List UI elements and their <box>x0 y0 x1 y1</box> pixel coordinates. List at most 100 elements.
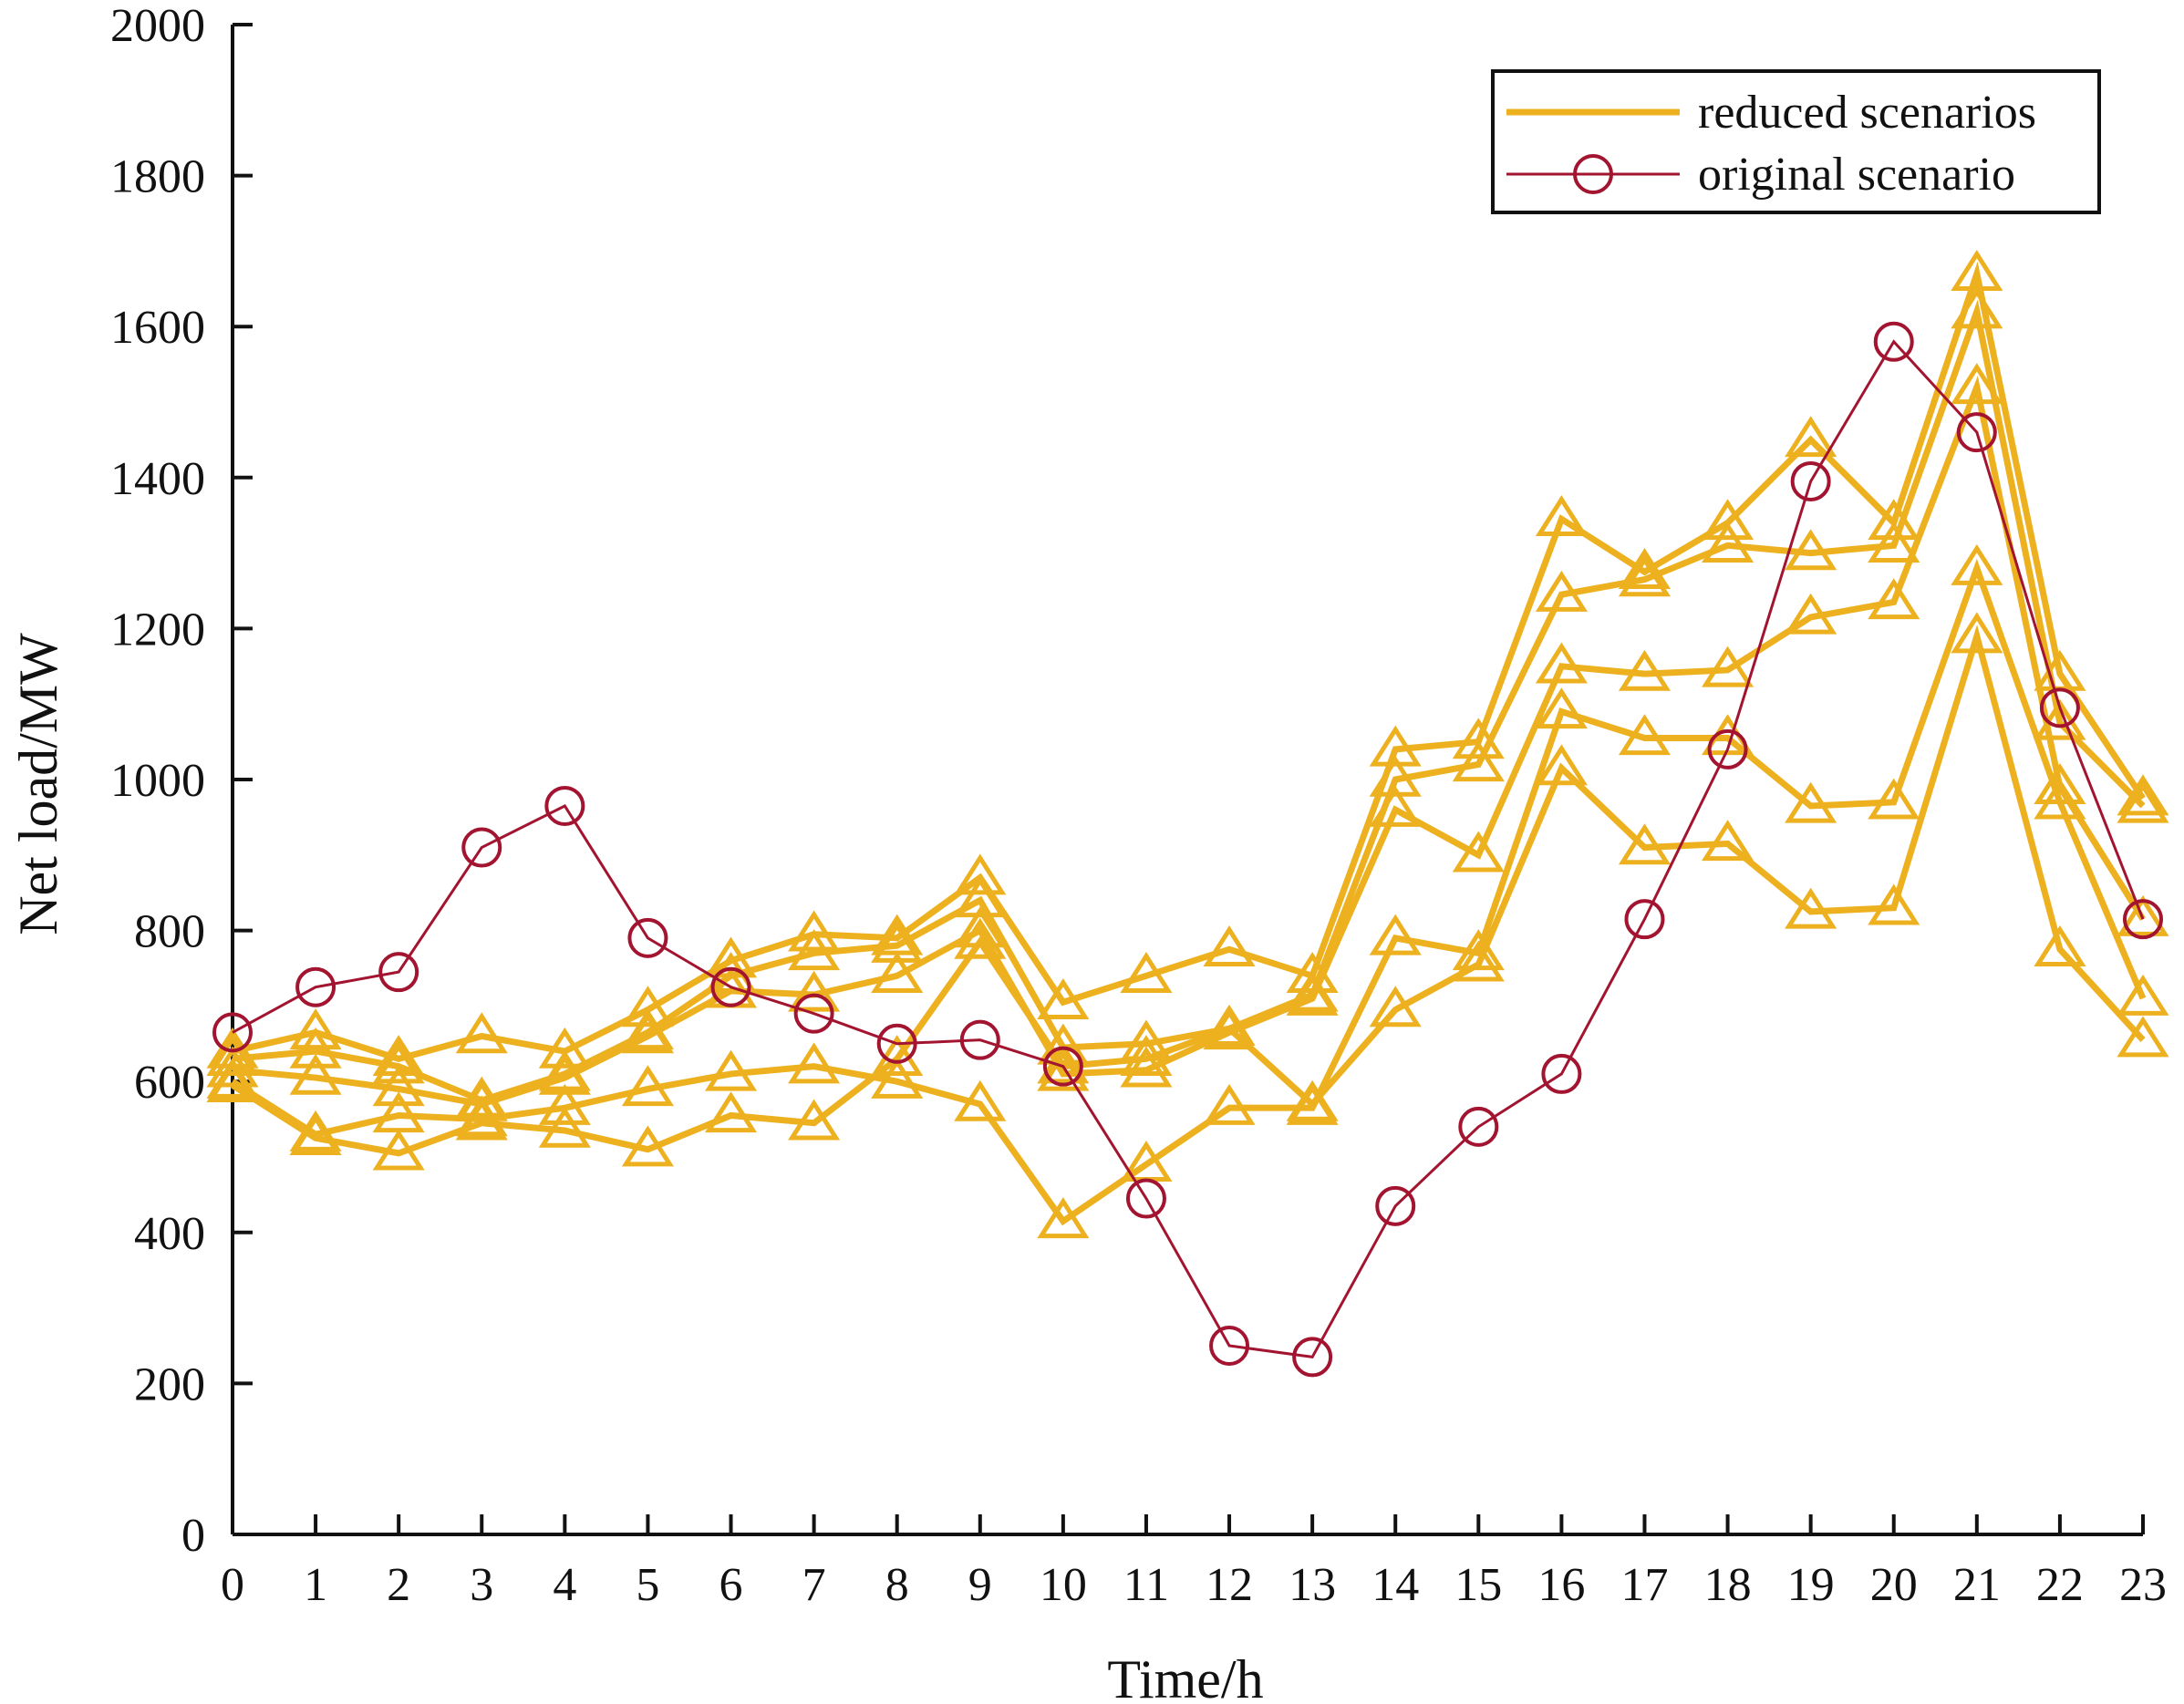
reduced-scenario-point <box>1369 986 1422 1028</box>
reduced-scenario-point <box>621 1125 674 1167</box>
reduced-scenario-point <box>289 1053 342 1095</box>
reduced-scenario-point <box>1535 570 1588 612</box>
x-tick-label: 7 <box>802 1559 826 1611</box>
reduced-scenario-point <box>1702 820 1754 862</box>
reduced-scenario-point <box>372 1129 425 1171</box>
original-scenario-point <box>2123 899 2163 940</box>
reduced-scenario-point <box>1868 883 1920 925</box>
reduced-scenario-point <box>954 1079 1007 1121</box>
y-tick-label: 2000 <box>110 0 205 52</box>
original-scenario-point <box>959 1019 1000 1060</box>
reduced-scenario-point <box>1120 1046 1173 1088</box>
reduced-scenario-point <box>372 1065 425 1107</box>
reduced-scenario-point <box>1618 548 1672 589</box>
reduced-scenario-point <box>1951 287 2003 329</box>
reduced-scenario-point <box>788 1042 841 1084</box>
reduced-scenario-point <box>1203 925 1256 966</box>
original-scenario-point <box>1624 899 1665 940</box>
reduced-scenario-point <box>372 1035 425 1077</box>
reduced-scenario-point <box>1369 785 1422 827</box>
reduced-scenario-point <box>1951 612 2003 654</box>
reduced-scenario-point <box>2117 974 2169 1016</box>
x-tick-label: 1 <box>304 1559 327 1611</box>
reduced-scenario-point <box>1120 952 1173 993</box>
reduced-scenario-point <box>1785 781 1837 823</box>
reduced-scenario-point <box>1120 1035 1173 1077</box>
reduced-scenario-point <box>1535 495 1588 537</box>
reduced-scenario-point <box>621 1012 674 1054</box>
y-axis-title: Net load/MW <box>8 633 68 935</box>
y-tick-label: 1600 <box>110 302 205 354</box>
reduced-scenario-point <box>1618 555 1672 597</box>
legend-label-original: original scenario <box>1698 149 2015 201</box>
reduced-scenario-point <box>1535 687 1588 729</box>
x-tick-label: 18 <box>1704 1559 1752 1611</box>
x-tick-label: 10 <box>1040 1559 1087 1611</box>
reduced-scenario-point <box>1452 740 1505 782</box>
reduced-scenario-point <box>455 1012 508 1054</box>
x-tick-label: 8 <box>885 1559 909 1611</box>
y-tick-label: 1200 <box>110 604 205 656</box>
x-tick-label: 21 <box>1953 1559 2001 1611</box>
original-scenario-point <box>1292 1337 1333 1378</box>
reduced-scenario-point <box>1618 649 1672 691</box>
reduced-scenario-point <box>1785 416 1837 458</box>
reduced-scenario-point <box>538 1027 591 1069</box>
reduced-scenario-point <box>954 876 1007 918</box>
original-scenario-series <box>212 321 2163 1378</box>
reduced-scenario-point <box>1037 1197 1090 1239</box>
reduced-scenario-point <box>1785 887 1837 929</box>
reduced-scenario-point <box>788 929 841 971</box>
reduced-scenario-point <box>289 1008 342 1050</box>
original-scenario-point <box>1042 1046 1083 1087</box>
original-scenario-point <box>876 1023 917 1064</box>
reduced-scenario-point <box>871 1057 924 1099</box>
original-scenario-point <box>1458 1106 1499 1147</box>
x-tick-label: 0 <box>221 1559 244 1611</box>
original-scenario-point <box>710 966 751 1007</box>
reduced-scenario-point <box>2034 778 2086 820</box>
x-tick-label: 9 <box>968 1559 992 1611</box>
original-scenario-point <box>1790 460 1831 501</box>
reduced-scenario-point <box>1951 363 2003 405</box>
x-tick-label: 2 <box>387 1559 410 1611</box>
reduced-scenario-point <box>1535 744 1588 786</box>
original-scenario-point <box>1873 321 1914 362</box>
reduced-scenario-point <box>1868 778 1920 820</box>
x-tick-label: 17 <box>1620 1559 1668 1611</box>
reduced-scenario-point <box>1702 499 1754 541</box>
reduced-scenario-point <box>455 1099 508 1141</box>
original-scenario-point <box>544 785 585 826</box>
legend-box <box>1491 69 2101 214</box>
y-tick-label: 1800 <box>110 151 205 203</box>
reduced-scenario-point <box>1868 578 1920 620</box>
reduced-scenario-point <box>1618 714 1672 756</box>
y-tick-label: 600 <box>134 1057 205 1109</box>
x-tick-label: 11 <box>1123 1559 1169 1611</box>
reduced-scenario-point <box>1702 522 1754 563</box>
reduced-scenario-point <box>2117 781 2169 823</box>
original-scenario-point <box>1125 1178 1166 1219</box>
x-axis-title: Time/h <box>1107 1649 1263 1704</box>
original-scenario-point <box>1541 1053 1582 1094</box>
reduced-scenario-point <box>289 1027 342 1069</box>
reduced-scenario-point <box>2034 925 2086 966</box>
reduced-scenario-point <box>1618 823 1672 865</box>
reduced-scenario-point <box>954 917 1007 959</box>
reduced-scenario-point <box>1286 974 1339 1016</box>
x-tick-label: 4 <box>553 1559 576 1611</box>
legend: reduced scenarios original scenario <box>1491 69 2101 214</box>
reduced-scenario-point <box>1785 593 1837 635</box>
original-scenario-point <box>212 1012 253 1053</box>
original-scenario-point <box>793 993 834 1034</box>
reduced-scenario-point <box>1369 725 1422 767</box>
reduced-scenario-point <box>1286 1079 1339 1121</box>
reduced-scenario-line <box>231 558 2147 1226</box>
x-tick-label: 13 <box>1289 1559 1336 1611</box>
x-tick-label: 23 <box>2119 1559 2167 1611</box>
reduced-scenario-point <box>1951 543 2003 585</box>
reduced-scenario-point <box>788 970 841 1012</box>
x-tick-label: 15 <box>1454 1559 1502 1611</box>
reduced-scenario-point <box>206 1035 259 1077</box>
x-tick-label: 16 <box>1537 1559 1585 1611</box>
